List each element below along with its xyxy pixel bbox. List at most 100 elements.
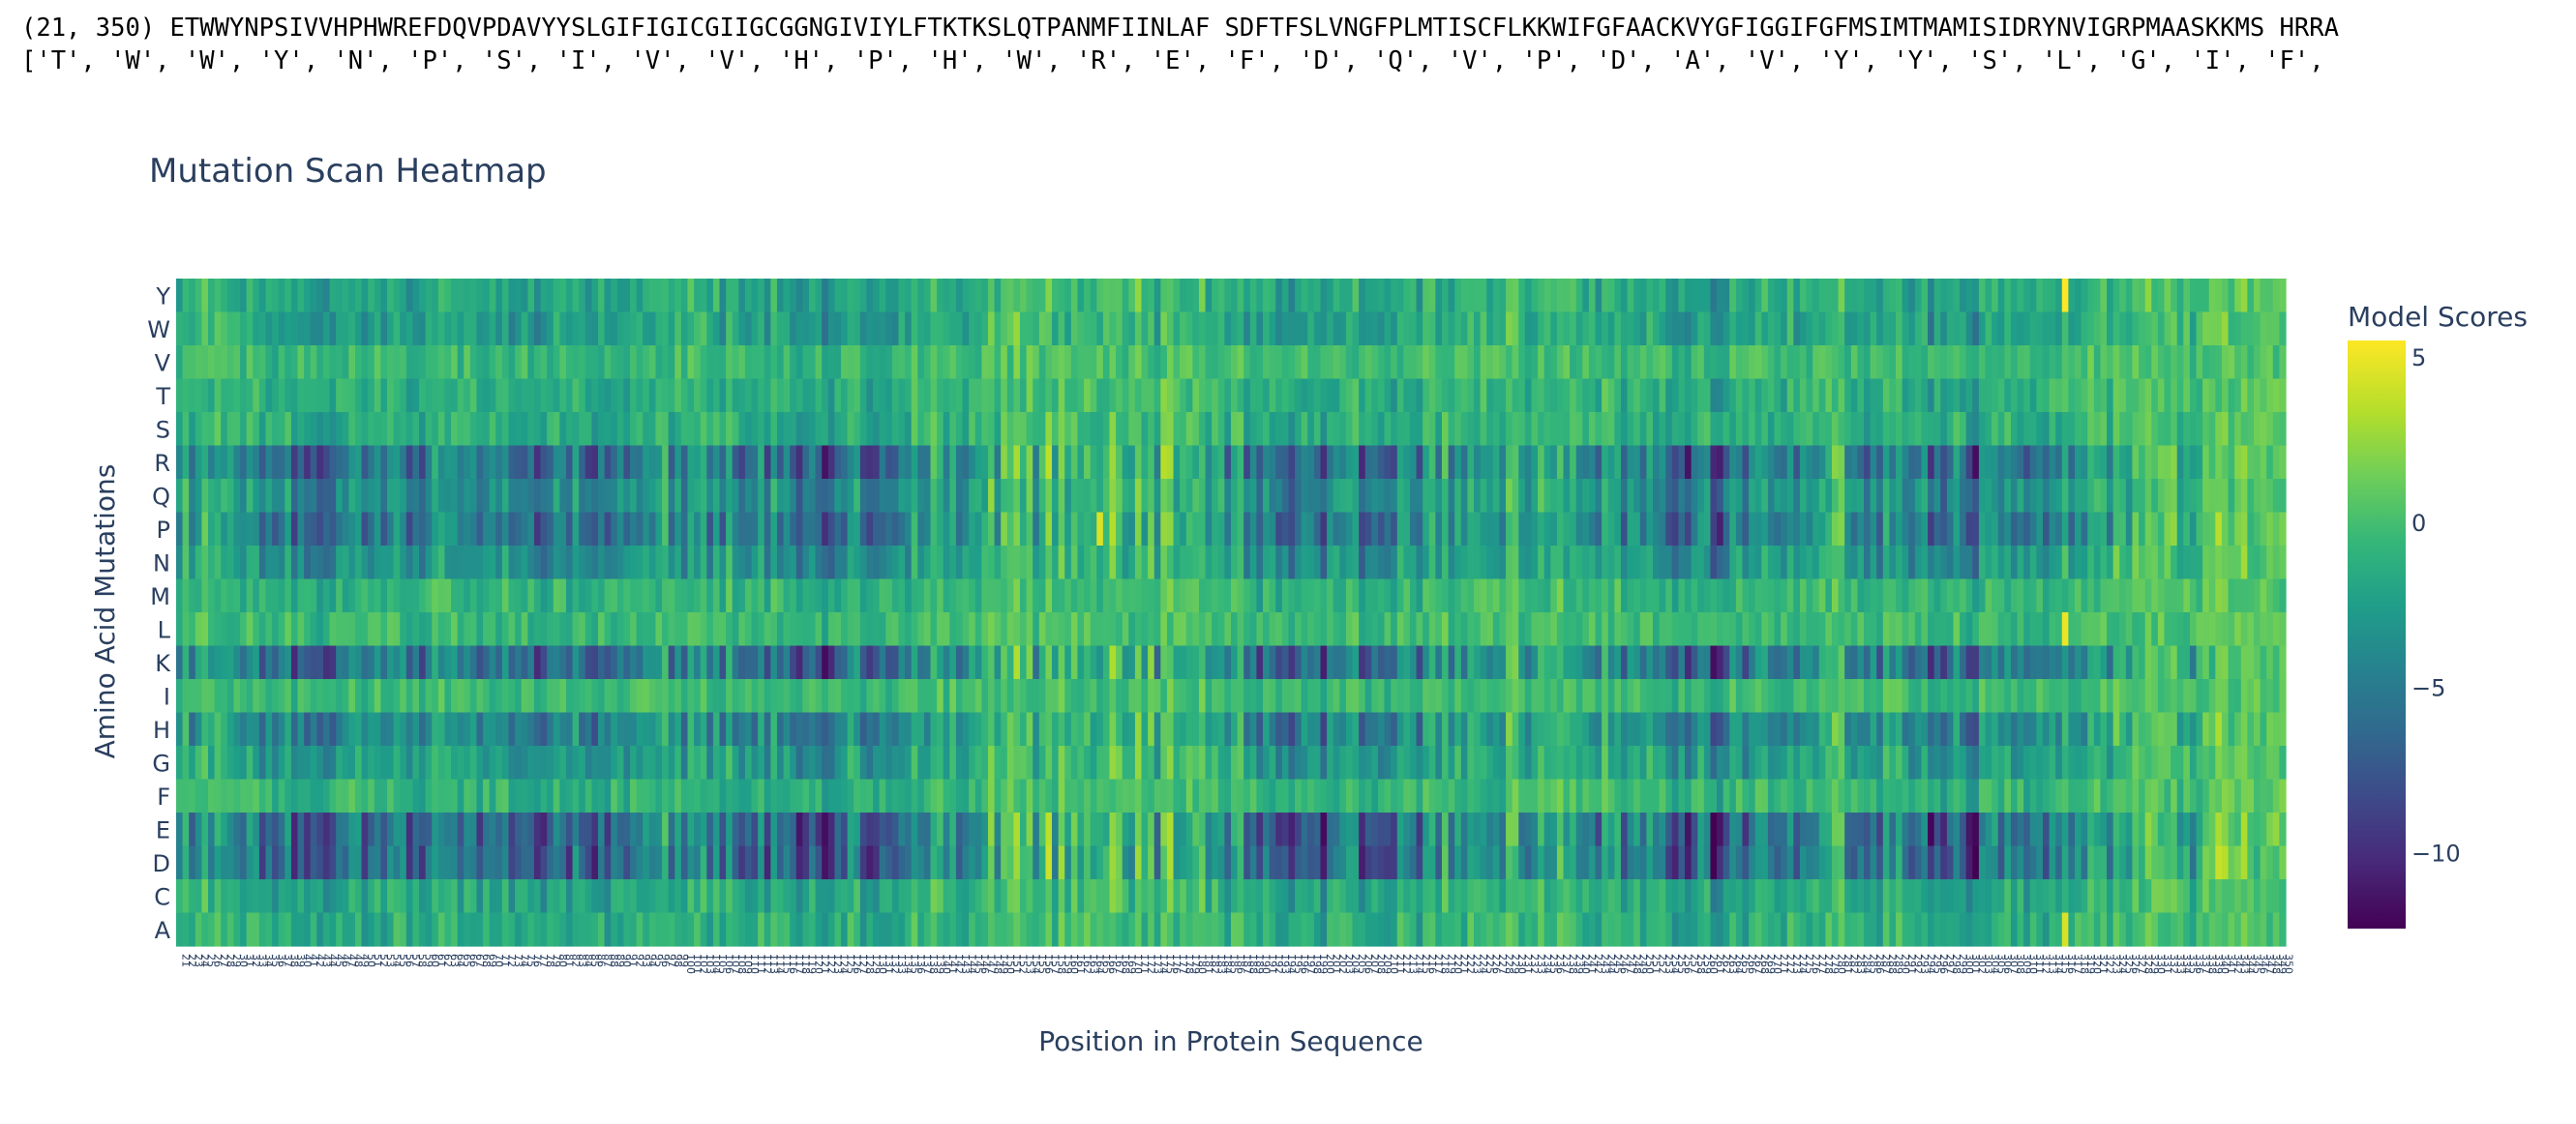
heatmap-cell (1722, 845, 1730, 880)
heatmap-cell (1409, 311, 1418, 346)
heatmap-cell (668, 445, 675, 480)
heatmap-cell (751, 712, 759, 747)
heatmap-cell (1345, 445, 1354, 480)
heatmap-cell (1742, 845, 1750, 880)
heatmap-cell (1006, 813, 1014, 847)
heatmap-cell (316, 612, 324, 647)
heatmap-cell (1275, 912, 1283, 947)
heatmap-cell (1333, 311, 1340, 346)
heatmap-cell (221, 378, 228, 413)
heatmap-cell (1653, 512, 1661, 547)
heatmap-cell (182, 479, 190, 514)
heatmap-cell (854, 412, 861, 447)
heatmap-cell (1428, 612, 1436, 647)
heatmap-cell (1301, 412, 1308, 447)
heatmap-cell (1352, 912, 1360, 947)
heatmap-cell (1442, 445, 1450, 480)
heatmap-cell (451, 512, 459, 547)
heatmap-cell (1646, 645, 1654, 680)
heatmap-cell (368, 412, 375, 447)
heatmap-cell (1691, 512, 1698, 547)
heatmap-cell (559, 479, 567, 514)
heatmap-cell (1735, 779, 1744, 813)
heatmap-cell (342, 512, 349, 547)
heatmap-cell (559, 645, 567, 680)
heatmap-cell (1371, 746, 1379, 781)
heatmap-cell (873, 546, 881, 580)
heatmap-cell (329, 879, 337, 914)
heatmap-cell (1595, 779, 1603, 813)
heatmap-cell (891, 345, 900, 380)
heatmap-cell (905, 612, 913, 647)
heatmap-cell (1442, 645, 1450, 680)
heatmap-cell (726, 679, 734, 714)
heatmap-cell (336, 279, 344, 313)
heatmap-cell (1749, 279, 1756, 313)
heatmap-cell (374, 679, 381, 714)
heatmap-cell (1556, 479, 1565, 514)
heatmap-cell (1020, 546, 1028, 580)
heatmap-cell (1659, 512, 1666, 547)
heatmap-cell (419, 679, 427, 714)
heatmap-cell (655, 612, 663, 647)
heatmap-cell (1717, 912, 1724, 947)
heatmap-cell (579, 645, 586, 680)
heatmap-cell (1038, 512, 1047, 547)
heatmap-cell (584, 546, 592, 580)
heatmap-cell (1703, 512, 1712, 547)
heatmap-cell (278, 845, 285, 880)
heatmap-cell (1543, 813, 1551, 847)
heatmap-cell (636, 779, 644, 813)
heatmap-cell (700, 813, 707, 847)
heatmap-cell (1403, 879, 1411, 914)
heatmap-cell (1722, 712, 1730, 747)
heatmap-cell (1391, 512, 1398, 547)
heatmap-cell (272, 445, 280, 480)
heatmap-cell (1084, 479, 1092, 514)
heatmap-cell (451, 712, 459, 747)
heatmap-cell (969, 679, 976, 714)
heatmap-cell (1595, 612, 1603, 647)
heatmap-cell (694, 612, 702, 647)
heatmap-cell (719, 378, 727, 413)
heatmap-cell (1122, 279, 1129, 313)
heatmap-cell (579, 612, 586, 647)
heatmap-cell (1141, 612, 1149, 647)
heatmap-cell (1570, 378, 1577, 413)
heatmap-cell (790, 912, 797, 947)
heatmap-cell (764, 378, 771, 413)
heatmap-cell (1384, 746, 1392, 781)
heatmap-cell (885, 512, 893, 547)
heatmap-cell (732, 445, 739, 480)
heatmap-cell (572, 479, 580, 514)
heatmap-cell (662, 378, 670, 413)
heatmap-cell (1313, 546, 1322, 580)
heatmap-cell (1237, 912, 1244, 947)
heatmap-cell (419, 311, 427, 346)
heatmap-cell (221, 645, 228, 680)
heatmap-cell (834, 813, 842, 847)
heatmap-cell (316, 445, 324, 480)
heatmap-cell (1428, 746, 1436, 781)
heatmap-cell (591, 378, 599, 413)
heatmap-cell (457, 378, 464, 413)
heatmap-cell (987, 679, 996, 714)
heatmap-cell (1722, 378, 1730, 413)
heatmap-cell (258, 412, 267, 447)
heatmap-cell (1767, 578, 1776, 613)
heatmap-cell (469, 712, 478, 747)
heatmap-cell (501, 712, 510, 747)
heatmap-cell (579, 512, 586, 547)
heatmap-cell (1543, 345, 1551, 380)
heatmap-cell (1052, 479, 1060, 514)
heatmap-cell (1364, 412, 1372, 447)
heatmap-cell (432, 311, 439, 346)
heatmap-cell (795, 845, 803, 880)
heatmap-cell (783, 845, 791, 880)
heatmap-cell (1090, 746, 1097, 781)
heatmap-cell (1620, 779, 1629, 813)
heatmap-cell (943, 378, 950, 413)
heatmap-cells[interactable] (176, 279, 2287, 947)
heatmap-cell (674, 912, 682, 947)
heatmap-cell (290, 645, 299, 680)
